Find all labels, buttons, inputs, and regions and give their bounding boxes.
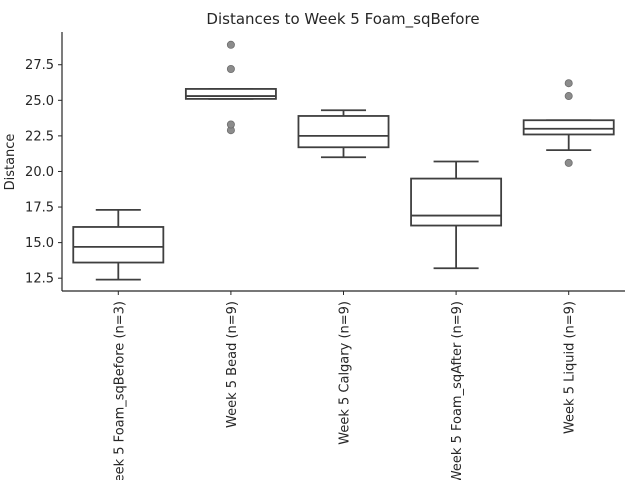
box-iqr [410, 177, 503, 227]
x-tick-label: Week 5 Liquid (n=9) [563, 301, 578, 434]
x-tick-label: Week 5 Calgary (n=9) [338, 301, 353, 445]
outlier-point [226, 65, 235, 74]
outlier-point [226, 40, 235, 49]
x-tick-label: Week 5 Foam_sqBefore (n=3) [112, 301, 127, 480]
x-tick-label: Week 5 Foam_sqAfter (n=9) [450, 301, 465, 480]
y-tick-label: 12.5 [25, 272, 54, 287]
y-tick-label: 15.0 [25, 236, 54, 251]
y-tick-label: 22.5 [25, 129, 54, 144]
y-tick-label: 17.5 [25, 201, 54, 216]
box-iqr [522, 119, 615, 136]
outlier-point [226, 120, 235, 129]
x-tick-label: Week 5 Bead (n=9) [225, 301, 240, 428]
outlier-point [564, 79, 573, 88]
y-tick-label: 20.0 [25, 165, 54, 180]
outlier-point [564, 158, 573, 167]
box-iqr [297, 115, 390, 149]
chart-title: Distances to Week 5 Foam_sqBefore [206, 10, 479, 29]
y-tick-label: 25.0 [25, 94, 54, 109]
y-tick-label: 27.5 [25, 58, 54, 73]
y-axis-label: Distance [3, 134, 18, 191]
outlier-point [564, 92, 573, 101]
box-iqr [184, 88, 277, 100]
box-iqr [72, 226, 165, 264]
